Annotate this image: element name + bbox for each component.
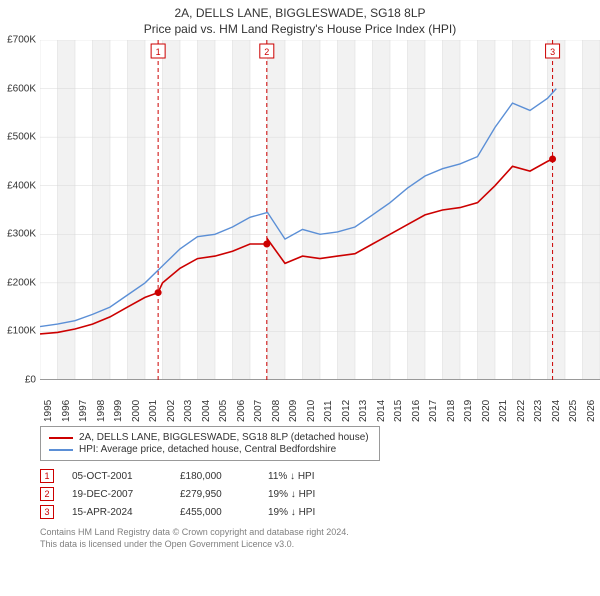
x-tick-label: 2017	[428, 400, 439, 422]
x-tick-label: 2004	[201, 400, 212, 422]
legend-row-2: HPI: Average price, detached house, Cent…	[49, 444, 371, 455]
legend-label-2: HPI: Average price, detached house, Cent…	[79, 444, 336, 455]
event-diff: 19% ↓ HPI	[268, 489, 358, 500]
y-tick-label: £200K	[7, 277, 36, 288]
x-tick-label: 1997	[78, 400, 89, 422]
x-tick-label: 2025	[568, 400, 579, 422]
x-tick-label: 2016	[411, 400, 422, 422]
event-marker: 1	[40, 469, 54, 483]
x-tick-label: 2023	[533, 400, 544, 422]
event-marker: 2	[40, 487, 54, 501]
y-tick-label: £400K	[7, 180, 36, 191]
x-tick-label: 2006	[236, 400, 247, 422]
event-row: 3 15-APR-2024 £455,000 19% ↓ HPI	[40, 505, 600, 519]
footnote-line-1: Contains HM Land Registry data © Crown c…	[40, 527, 600, 539]
event-date: 05-OCT-2001	[72, 471, 162, 482]
y-tick-label: £500K	[7, 132, 36, 143]
x-tick-label: 2014	[376, 400, 387, 422]
event-price: £279,950	[180, 489, 250, 500]
footnote-line-2: This data is licensed under the Open Gov…	[40, 539, 600, 551]
chart-area: £0£100K£200K£300K£400K£500K£600K£700K 12…	[40, 40, 600, 380]
x-tick-label: 2020	[481, 400, 492, 422]
event-date: 15-APR-2024	[72, 507, 162, 518]
y-tick-label: £600K	[7, 83, 36, 94]
event-row: 1 05-OCT-2001 £180,000 11% ↓ HPI	[40, 469, 600, 483]
x-tick-label: 1995	[43, 400, 54, 422]
x-tick-label: 2021	[498, 400, 509, 422]
x-tick-label: 2022	[516, 400, 527, 422]
x-tick-label: 1996	[61, 400, 72, 422]
event-row: 2 19-DEC-2007 £279,950 19% ↓ HPI	[40, 487, 600, 501]
chart-subtitle: Price paid vs. HM Land Registry's House …	[0, 22, 600, 36]
x-tick-label: 1998	[96, 400, 107, 422]
event-price: £180,000	[180, 471, 250, 482]
x-tick-label: 1999	[113, 400, 124, 422]
x-tick-label: 2003	[183, 400, 194, 422]
x-axis-labels: 1995 1996 1997 1998 1999 2000 2001 2002 2003 2004…	[40, 392, 600, 432]
event-price: £455,000	[180, 507, 250, 518]
y-tick-label: £300K	[7, 229, 36, 240]
event-marker: 3	[40, 505, 54, 519]
x-tick-label: 2012	[341, 400, 352, 422]
svg-text:2: 2	[264, 47, 269, 57]
y-tick-label: £100K	[7, 326, 36, 337]
x-tick-label: 2000	[131, 400, 142, 422]
event-diff: 19% ↓ HPI	[268, 507, 358, 518]
x-tick-label: 2026	[586, 400, 597, 422]
x-tick-label: 2024	[551, 400, 562, 422]
y-tick-label: £0	[25, 375, 36, 386]
x-tick-label: 2015	[393, 400, 404, 422]
y-axis-labels: £0£100K£200K£300K£400K£500K£600K£700K	[0, 40, 38, 380]
x-tick-label: 2002	[166, 400, 177, 422]
event-diff: 11% ↓ HPI	[268, 471, 358, 482]
x-tick-label: 2018	[446, 400, 457, 422]
x-tick-label: 2011	[323, 400, 334, 422]
legend-swatch-1	[49, 437, 73, 439]
x-tick-label: 2013	[358, 400, 369, 422]
x-tick-label: 2001	[148, 400, 159, 422]
svg-text:3: 3	[550, 47, 555, 57]
chart-svg: 1 2 3	[40, 40, 600, 380]
x-tick-label: 2009	[288, 400, 299, 422]
footnote: Contains HM Land Registry data © Crown c…	[40, 527, 600, 550]
x-tick-label: 2008	[271, 400, 282, 422]
x-tick-label: 2010	[306, 400, 317, 422]
legend-row-1: 2A, DELLS LANE, BIGGLESWADE, SG18 8LP (d…	[49, 432, 371, 443]
x-tick-label: 2019	[463, 400, 474, 422]
legend-label-1: 2A, DELLS LANE, BIGGLESWADE, SG18 8LP (d…	[79, 432, 369, 443]
event-date: 19-DEC-2007	[72, 489, 162, 500]
y-tick-label: £700K	[7, 35, 36, 46]
chart-title: 2A, DELLS LANE, BIGGLESWADE, SG18 8LP	[0, 6, 600, 20]
events-table: 1 05-OCT-2001 £180,000 11% ↓ HPI 2 19-DEC-200…	[40, 469, 600, 519]
x-tick-label: 2007	[253, 400, 264, 422]
legend-swatch-2	[49, 449, 73, 451]
x-tick-label: 2005	[218, 400, 229, 422]
svg-text:1: 1	[156, 47, 161, 57]
